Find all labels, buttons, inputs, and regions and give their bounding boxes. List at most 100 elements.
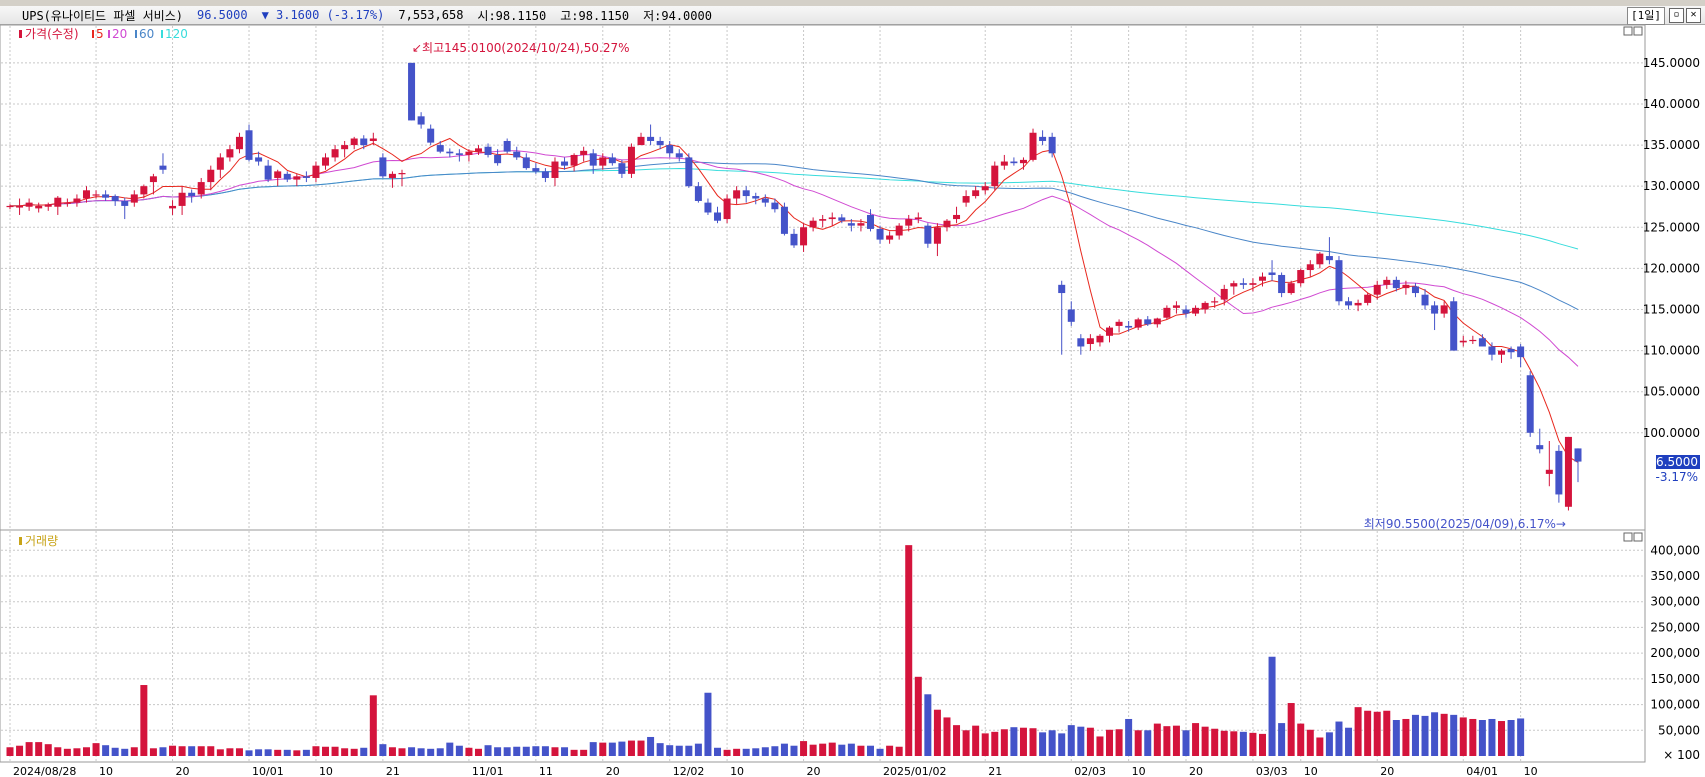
candle-body bbox=[580, 150, 588, 155]
candle-body bbox=[484, 146, 492, 155]
volume-bar bbox=[933, 709, 941, 756]
candle-body bbox=[1450, 301, 1458, 351]
price-tick-label: 130.0000 bbox=[1643, 179, 1700, 193]
candle-body bbox=[637, 136, 645, 146]
candle-body bbox=[561, 161, 569, 166]
candle-body bbox=[1067, 309, 1075, 322]
candle-body bbox=[800, 227, 808, 246]
candle-body bbox=[1144, 319, 1152, 325]
volume-bar bbox=[73, 748, 81, 756]
candle-body bbox=[1010, 161, 1018, 164]
volume-bar bbox=[943, 717, 951, 756]
candle-body bbox=[1249, 283, 1257, 285]
volume-bar bbox=[647, 736, 655, 756]
candle-body bbox=[742, 190, 750, 197]
volume-bar bbox=[1402, 718, 1410, 756]
price-tick-label: 125.0000 bbox=[1643, 220, 1700, 234]
volume-bar bbox=[1325, 732, 1333, 756]
volume-bar bbox=[178, 746, 186, 756]
volume-bar bbox=[905, 545, 913, 756]
volume-bar bbox=[1316, 737, 1324, 756]
candle-body bbox=[302, 176, 310, 178]
candle-body bbox=[1555, 450, 1563, 495]
x-tick-label: 04/01 bbox=[1466, 765, 1498, 777]
candle-body bbox=[188, 192, 196, 197]
volume-bar bbox=[790, 745, 798, 756]
volume-bar bbox=[388, 747, 396, 756]
volume-bar bbox=[1182, 730, 1190, 756]
candle-body bbox=[914, 217, 922, 220]
volume-bar bbox=[235, 748, 243, 756]
candle-body bbox=[1469, 339, 1477, 342]
candle-body bbox=[1115, 321, 1123, 326]
candle-body bbox=[599, 157, 607, 166]
grid-lines bbox=[1, 26, 1644, 761]
candle-body bbox=[551, 161, 559, 178]
restore-icon[interactable]: ▫ bbox=[1669, 8, 1684, 23]
volume-bar bbox=[694, 743, 702, 756]
volume-bar bbox=[666, 745, 674, 756]
volume-bar bbox=[876, 748, 884, 756]
candle-body bbox=[1383, 279, 1391, 285]
price-tag-box bbox=[1656, 455, 1700, 469]
price-change: ▼ 3.1600 (-3.17%) bbox=[261, 8, 385, 22]
volume-bar bbox=[1239, 731, 1247, 756]
volume-bar bbox=[1373, 711, 1381, 756]
candle-body bbox=[360, 138, 368, 146]
volume-bar bbox=[570, 749, 578, 756]
volume-bar bbox=[627, 740, 635, 756]
volume-bar bbox=[398, 748, 406, 756]
volume-bar bbox=[82, 747, 90, 756]
candle-body bbox=[541, 171, 549, 178]
period-button[interactable]: [1일] bbox=[1627, 7, 1665, 25]
price-tick-label: 115.0000 bbox=[1643, 302, 1700, 316]
candle-body bbox=[379, 157, 387, 177]
volume-bar bbox=[1335, 721, 1343, 756]
candle-body bbox=[895, 225, 903, 236]
volume-bar bbox=[92, 743, 100, 756]
x-tick-label: 11/01 bbox=[472, 765, 504, 777]
close-icon[interactable]: ✕ bbox=[1686, 8, 1701, 23]
volume-bar bbox=[857, 745, 865, 756]
candle-body bbox=[398, 173, 406, 175]
price-tick-label: 145.0000 bbox=[1643, 56, 1700, 70]
candle-body bbox=[140, 186, 148, 195]
legend-price: 가격(수정) bbox=[25, 27, 79, 41]
candle-body bbox=[1574, 448, 1582, 462]
volume-bar bbox=[1287, 703, 1295, 756]
candle-body bbox=[25, 202, 33, 207]
candle-body bbox=[1039, 136, 1047, 141]
low-price: 저:94.0000 bbox=[643, 8, 712, 23]
candle-body bbox=[627, 146, 635, 174]
volume-bar bbox=[886, 745, 894, 756]
candle-body bbox=[866, 214, 874, 229]
volume-restore-icon[interactable] bbox=[1623, 532, 1633, 542]
candle-body bbox=[1316, 253, 1324, 265]
candle-body bbox=[1029, 132, 1037, 160]
volume-bar bbox=[1469, 718, 1477, 756]
volume-bar bbox=[780, 743, 788, 756]
volume-close-icon[interactable] bbox=[1633, 532, 1643, 542]
volume-tick-label: 250,000 bbox=[1650, 620, 1700, 634]
candle-body bbox=[465, 151, 473, 155]
panel-restore-icon[interactable] bbox=[1623, 26, 1633, 36]
candle-body bbox=[1440, 305, 1448, 314]
volume-bar bbox=[25, 742, 33, 756]
high-annotation: ↙최고145.0100(2024/10/24),50.27% bbox=[412, 41, 630, 55]
candle-body bbox=[1182, 309, 1190, 314]
volume-bar bbox=[207, 746, 215, 756]
panel-close-icon[interactable] bbox=[1633, 26, 1643, 36]
volume-bar bbox=[1278, 723, 1286, 756]
candle-body bbox=[369, 138, 377, 141]
volume-bar bbox=[341, 748, 349, 756]
candle-body bbox=[733, 190, 741, 199]
x-tick-label: 12/02 bbox=[673, 765, 705, 777]
candle-body bbox=[1019, 159, 1027, 164]
volume-bar bbox=[465, 747, 473, 756]
low-annotation: 최저90.5500(2025/04/09),6.17%→ bbox=[1364, 517, 1566, 531]
volume-bar bbox=[159, 747, 167, 756]
candle-body bbox=[1048, 136, 1056, 154]
volume-bar bbox=[991, 731, 999, 756]
volume-bar bbox=[455, 745, 463, 756]
